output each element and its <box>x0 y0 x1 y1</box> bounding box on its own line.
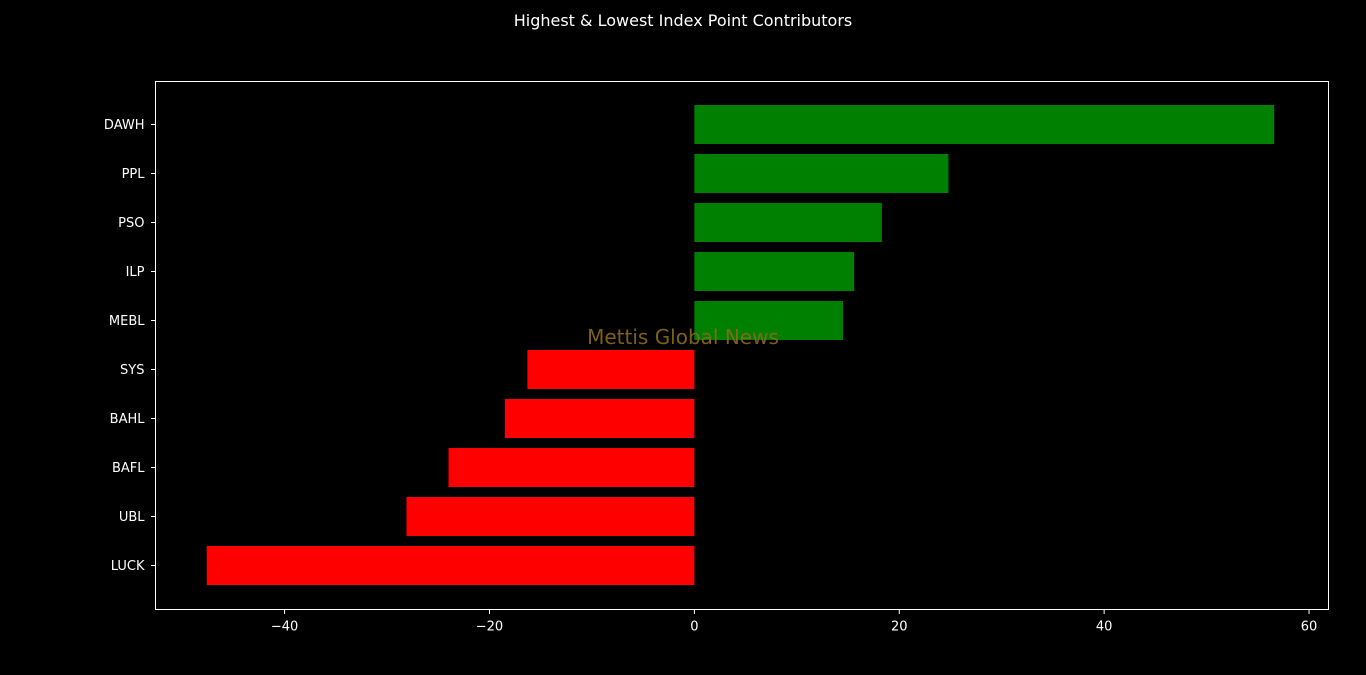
bar-ubl <box>406 497 695 536</box>
plot-frame <box>155 81 1329 610</box>
y-axis-ticks: DAWH PPL PSO ILP MEBL SYS BAHL BAFL UBL LUCK <box>104 118 156 574</box>
x-tick-label: 20 <box>891 620 908 635</box>
x-tick-label: −40 <box>271 620 298 635</box>
y-tick-label-dawh: DAWH <box>104 118 145 133</box>
bar-luck <box>206 546 695 585</box>
bar-dawh <box>694 105 1275 144</box>
y-tick-label-mebl: MEBL <box>109 314 145 329</box>
bar-ilp <box>694 252 855 291</box>
x-tick-label: −20 <box>476 620 503 635</box>
y-tick-label-ppl: PPL <box>122 167 146 182</box>
bar-pso <box>694 203 882 242</box>
bars-group <box>206 105 1275 585</box>
y-tick-label-luck: LUCK <box>111 559 145 574</box>
bar-bahl <box>504 399 695 438</box>
y-tick-label-bafl: BAFL <box>112 461 145 476</box>
watermark-text: Mettis Global News <box>587 325 779 349</box>
y-tick-label-bahl: BAHL <box>110 412 146 427</box>
bar-ppl <box>694 154 949 193</box>
x-tick-label: 0 <box>690 620 698 635</box>
y-tick-label-ilp: ILP <box>126 265 145 280</box>
y-tick-label-ubl: UBL <box>119 510 145 525</box>
x-axis-ticks: −40 −20 0 20 40 60 <box>271 609 1318 635</box>
bar-bafl <box>448 448 695 487</box>
y-tick-label-pso: PSO <box>118 216 144 231</box>
y-tick-label-sys: SYS <box>120 363 144 378</box>
chart-title: Highest & Lowest Index Point Contributor… <box>513 11 853 30</box>
bar-mebl <box>694 301 843 340</box>
bar-sys <box>527 350 695 389</box>
x-tick-label: 40 <box>1096 620 1113 635</box>
x-tick-label: 60 <box>1301 620 1318 635</box>
